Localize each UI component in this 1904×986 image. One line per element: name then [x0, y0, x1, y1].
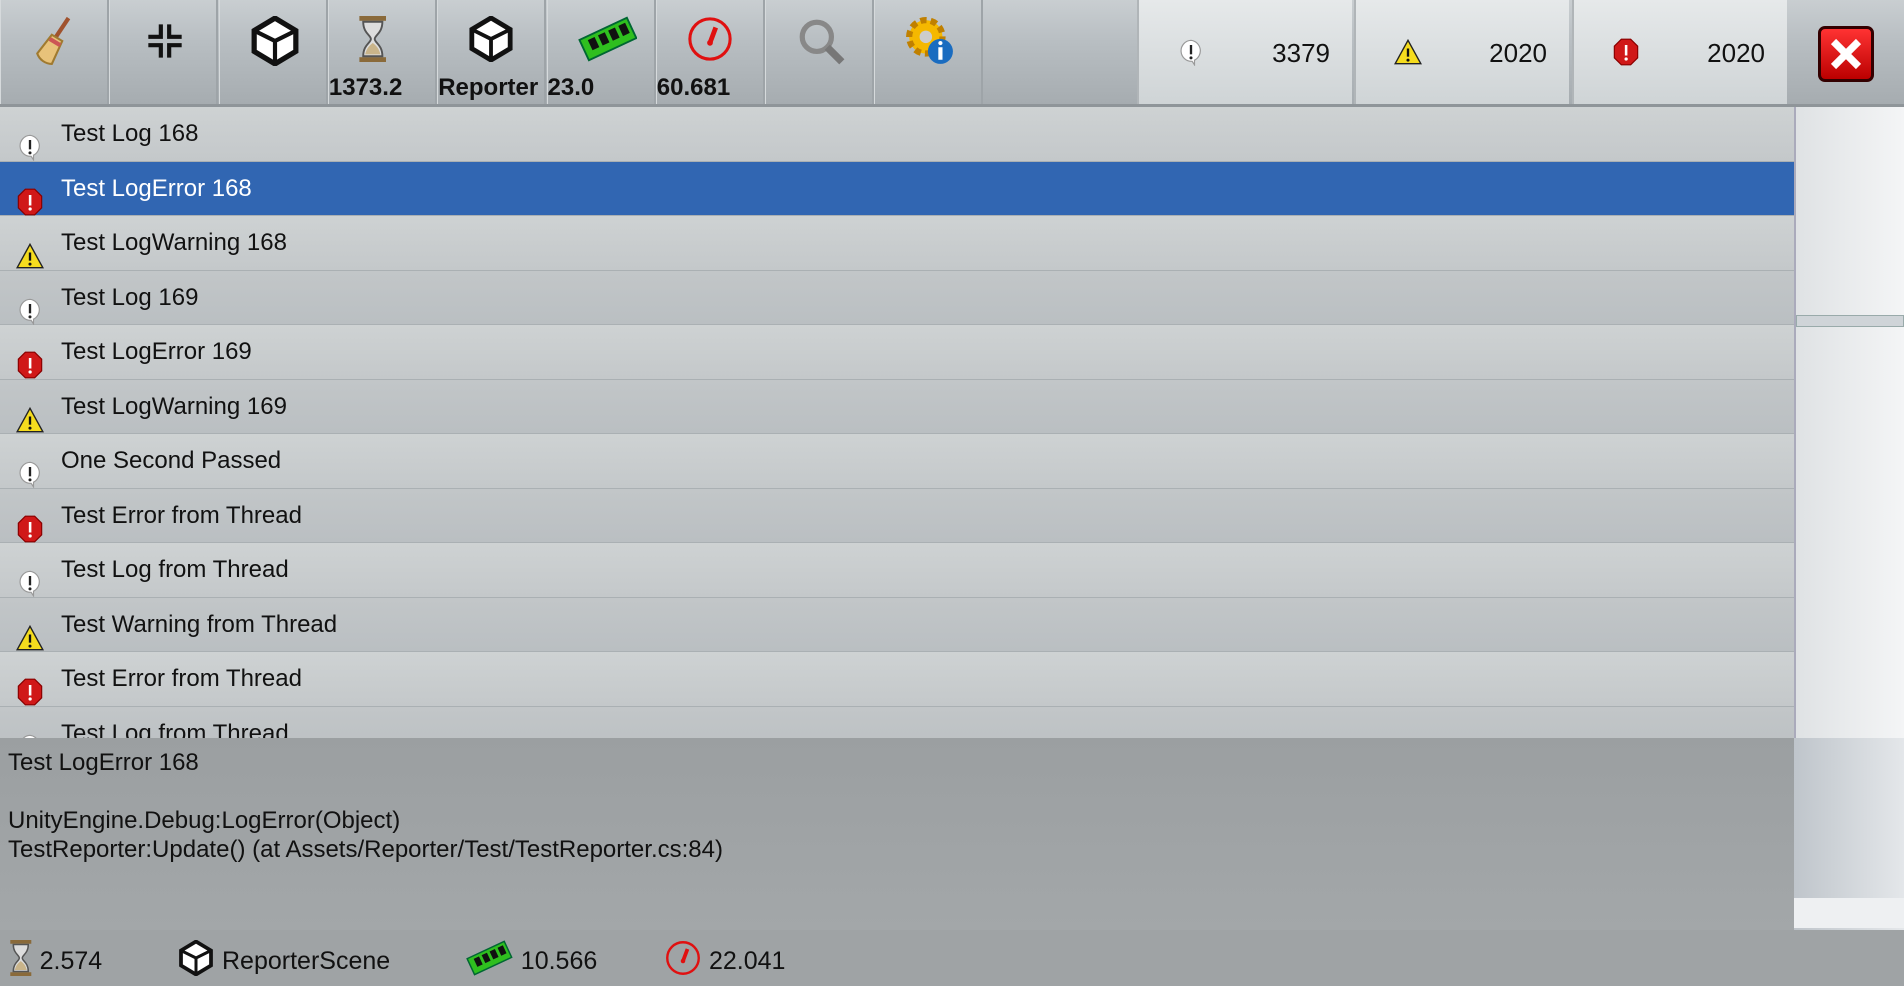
log-message: Test Error from Thread	[61, 665, 302, 692]
log-list-scrollbar[interactable]	[1794, 107, 1904, 738]
warning-count: 2020	[1489, 38, 1547, 68]
scene-button[interactable]: Reporter	[437, 0, 547, 104]
speedometer-icon	[665, 940, 701, 983]
time-button[interactable]: 1373.2	[327, 0, 437, 104]
log-message: Test Log 168	[61, 120, 199, 147]
log-filter-toggle[interactable]: 3379	[1137, 0, 1352, 104]
unity-icon	[178, 939, 214, 983]
log-row[interactable]: Test Error from Thread	[0, 488, 1794, 543]
status-fps: 22.041	[665, 940, 785, 983]
log-detail: Test LogError 168 UnityEngine.Debug:LogE…	[0, 738, 1794, 930]
log-message: One Second Passed	[61, 447, 282, 474]
close-button[interactable]	[1818, 26, 1874, 82]
log-row[interactable]: Test Error from Thread	[0, 652, 1794, 707]
log-message: Test Log 169	[61, 283, 199, 311]
log-message: Test LogError 169	[61, 338, 252, 365]
hourglass-icon	[10, 940, 32, 983]
status-scene: ReporterScene	[178, 939, 391, 983]
log-message: Test Warning from Thread	[61, 610, 338, 638]
log-row[interactable]: Test LogError 168	[0, 161, 1794, 216]
log-message: Test Error from Thread	[61, 501, 302, 529]
toolbar: 1373.2 Reporter 23.0 60.681 3379 2020 2020	[0, 0, 1904, 107]
log-message: Test Log from Thread	[61, 719, 289, 739]
status-fps-value: 22.041	[709, 947, 786, 975]
status-bar: 2.574 ReporterScene 10.566 22.041	[0, 930, 1904, 986]
search-button[interactable]	[765, 0, 875, 104]
log-row[interactable]: Test Log from Thread	[0, 543, 1794, 598]
status-memory: 10.566	[466, 940, 597, 983]
clear-on-new-scene-button[interactable]	[218, 0, 328, 104]
detail-scrollbar-thumb[interactable]	[1794, 898, 1904, 928]
status-scene-value: ReporterScene	[222, 947, 391, 975]
fps-value: 60.681	[656, 74, 731, 101]
scene-value: Reporter	[438, 74, 539, 101]
close-icon	[1830, 38, 1862, 70]
warning-filter-toggle[interactable]: 2020	[1354, 0, 1569, 104]
log-list[interactable]: Test Log 168 Test LogError 168 Test LogWar…	[0, 107, 1794, 738]
log-message: Test Log from Thread	[61, 556, 289, 583]
scrollbar-thumb[interactable]	[1796, 315, 1904, 327]
error-count: 2020	[1707, 38, 1765, 68]
log-count: 3379	[1272, 38, 1330, 68]
detail-scrollbar[interactable]	[1794, 738, 1904, 930]
log-row[interactable]: One Second Passed	[0, 434, 1794, 489]
ram-icon	[466, 940, 513, 983]
log-row[interactable]: Test Log from Thread	[0, 706, 1794, 739]
log-row[interactable]: Test Log 169	[0, 270, 1794, 325]
log-message: Test LogWarning 168	[61, 229, 287, 256]
status-time-value: 2.574	[39, 947, 103, 975]
log-message: Test LogError 168	[61, 174, 252, 202]
error-filter-toggle[interactable]: 2020	[1572, 0, 1787, 104]
memory-value: 23.0	[547, 74, 595, 101]
log-row[interactable]: Test LogWarning 169	[0, 379, 1794, 434]
status-memory-value: 10.566	[520, 947, 598, 975]
memory-button[interactable]: 23.0	[546, 0, 656, 104]
clear-button[interactable]	[0, 0, 109, 104]
collapse-button[interactable]	[109, 0, 219, 104]
status-time: 2.574	[10, 940, 102, 983]
info-button[interactable]	[874, 0, 984, 104]
log-row[interactable]: Test LogError 169	[0, 325, 1794, 380]
log-message: Test LogWarning 169	[61, 392, 287, 420]
time-value: 1373.2	[328, 74, 403, 101]
log-row[interactable]: Test Warning from Thread	[0, 597, 1794, 652]
log-row[interactable]: Test Log 168	[0, 107, 1794, 162]
log-row[interactable]: Test LogWarning 168	[0, 216, 1794, 271]
fps-button[interactable]: 60.681	[655, 0, 765, 104]
